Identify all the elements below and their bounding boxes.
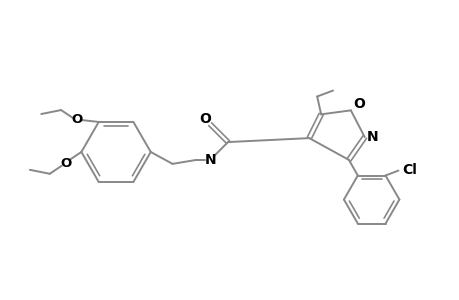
Text: O: O [352,98,364,111]
Text: Cl: Cl [401,163,416,177]
Text: O: O [71,113,82,127]
Text: N: N [204,153,216,167]
Text: O: O [60,158,71,170]
Text: N: N [366,130,378,144]
Text: O: O [199,112,211,126]
